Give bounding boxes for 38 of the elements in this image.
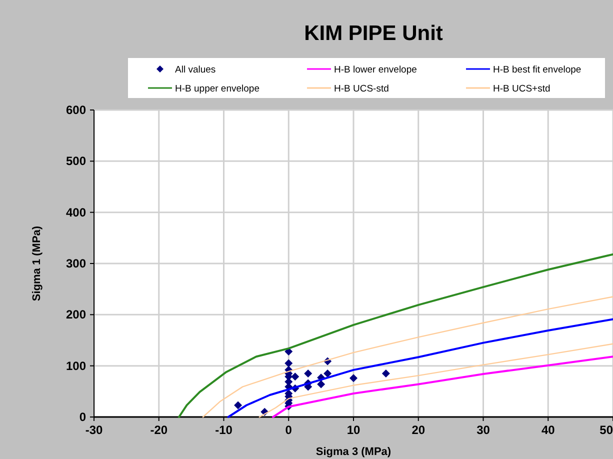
x-axis-title: Sigma 3 (MPa)	[316, 446, 392, 458]
point	[284, 359, 293, 368]
x-tick-label: 20	[412, 423, 426, 437]
legend-label: H-B best fit envelope	[493, 64, 582, 76]
y-tick-label: 300	[66, 256, 86, 270]
point	[350, 374, 358, 382]
line-series	[258, 343, 613, 418]
chart-title: KIM PIPE Unit	[304, 22, 443, 45]
legend-label: H-B lower envelope	[334, 64, 417, 76]
line-series	[227, 318, 613, 418]
y-tick-label: 500	[66, 154, 86, 168]
point	[317, 380, 326, 388]
x-tick-label: 10	[346, 423, 360, 437]
point	[324, 370, 332, 378]
y-tick-label: 400	[66, 205, 86, 220]
y-axis-title: Sigma 1 (MPa)	[31, 226, 43, 302]
y-tick-label: 100	[66, 358, 86, 373]
x-tick-label: 50	[600, 423, 613, 437]
x-tick-label: 40	[541, 423, 556, 437]
y-tick-label: 200	[66, 308, 86, 322]
point	[304, 370, 312, 378]
x-tick-label: 30	[476, 423, 490, 437]
legend-label: H-B UCS+std	[493, 84, 550, 94]
point	[291, 372, 300, 381]
line-series	[272, 356, 613, 418]
y-tick-label: 0	[79, 410, 86, 424]
x-tick-label: -10	[215, 423, 233, 437]
x-tick-label: 0	[285, 423, 292, 437]
legend-label: H-B upper envelope	[175, 84, 260, 94]
line-series	[202, 296, 613, 418]
legend-label: H-B UCS-std	[334, 84, 389, 94]
x-tick-label: -30	[85, 423, 103, 437]
line-series	[178, 253, 613, 418]
point	[234, 401, 242, 410]
legend-label: All values	[175, 64, 216, 76]
y-tick-label: 600	[66, 103, 86, 117]
x-tick-label: -20	[150, 423, 168, 437]
point	[382, 370, 390, 378]
